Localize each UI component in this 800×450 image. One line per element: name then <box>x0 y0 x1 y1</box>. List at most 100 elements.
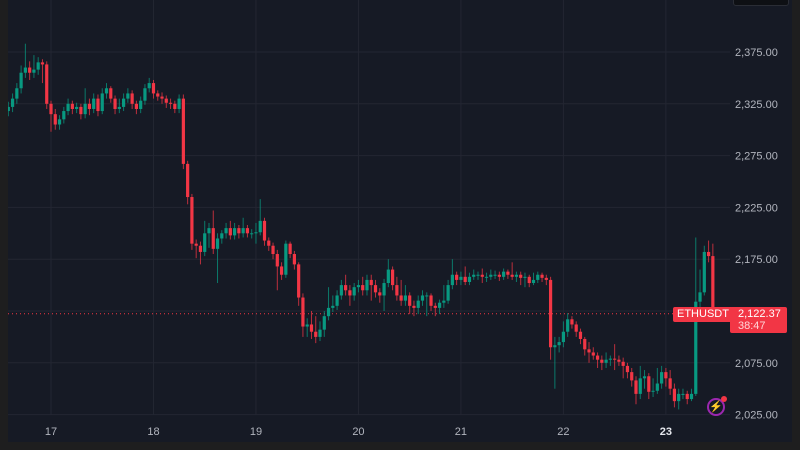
candle-down <box>173 100 177 114</box>
candle-body <box>8 106 10 112</box>
candle-body <box>493 274 497 276</box>
top-right-button[interactable] <box>733 0 789 6</box>
candle-body <box>634 380 638 394</box>
lightning-icon[interactable]: ⚡ <box>707 396 727 416</box>
candle-body <box>104 88 109 94</box>
candle-down <box>79 103 83 120</box>
candle-body <box>472 274 476 277</box>
candle-up <box>19 65 23 94</box>
candle-down <box>151 79 156 99</box>
candle-body <box>288 243 292 255</box>
candles <box>8 43 715 410</box>
candle-down <box>245 225 250 238</box>
candle-body <box>642 376 647 379</box>
candle-down <box>664 367 668 387</box>
price-tick-label: 2,075.00 <box>735 358 778 370</box>
candle-body <box>36 62 40 70</box>
candle-up <box>23 43 27 78</box>
candle-body <box>548 279 553 348</box>
candle-up <box>331 295 335 313</box>
candle-body <box>57 119 62 125</box>
candle-down <box>399 279 403 306</box>
chart-pane[interactable]: 2,375.00 2,325.00 2,275.00 2,225.00 2,175.00… <box>8 0 792 442</box>
price-axis[interactable]: 2,375.00 2,325.00 2,275.00 2,225.00 2,175.00… <box>735 47 778 422</box>
candle-up <box>655 367 659 394</box>
candle-body <box>442 300 446 303</box>
candle-down <box>647 373 651 400</box>
candle-body <box>109 88 113 99</box>
candle-body <box>536 274 540 280</box>
candle-up <box>437 299 442 315</box>
candle-body <box>544 277 548 280</box>
candle-up <box>126 88 130 103</box>
candle-body <box>361 285 365 291</box>
candle-down <box>292 250 296 270</box>
candle-down <box>301 293 305 337</box>
candle-body <box>92 98 96 109</box>
candle-body <box>425 295 429 297</box>
candle-up <box>121 93 126 112</box>
candle-down <box>314 316 318 344</box>
candle-up <box>681 388 685 400</box>
candle-down <box>373 279 378 298</box>
candle-body <box>668 378 672 389</box>
candle-up <box>100 88 104 115</box>
candle-body <box>681 393 685 395</box>
candle-down <box>408 292 412 315</box>
candle-up <box>531 272 536 286</box>
candle-down <box>587 342 591 363</box>
candle-up <box>608 355 612 366</box>
candle-up <box>241 217 245 238</box>
candle-body <box>476 274 480 276</box>
candle-body <box>284 243 288 275</box>
candle-body <box>335 295 339 306</box>
candle-down <box>668 370 672 395</box>
candle-body <box>45 64 49 104</box>
candle-body <box>437 302 442 308</box>
grid-lines <box>8 0 730 416</box>
candle-up <box>642 370 647 389</box>
candle-body <box>382 283 386 296</box>
date-tick-label: 19 <box>250 426 262 438</box>
candle-body <box>305 324 309 327</box>
candle-body <box>228 228 232 236</box>
candle-up <box>15 83 19 104</box>
time-axis[interactable]: 17 18 19 20 21 22 23 <box>45 426 672 438</box>
candle-up <box>446 279 450 304</box>
candle-body <box>386 269 390 284</box>
candle-body <box>151 83 156 94</box>
candle-up <box>484 272 489 282</box>
candle-down <box>267 237 271 251</box>
candle-body <box>630 372 634 381</box>
candle-body <box>625 365 630 373</box>
candle-up <box>689 388 694 402</box>
candle-body <box>638 378 642 394</box>
candle-up <box>403 285 408 306</box>
candle-body <box>233 228 237 236</box>
candle-body <box>23 67 27 73</box>
candle-down <box>130 90 134 109</box>
candle-up <box>514 271 519 282</box>
candle-body <box>677 393 681 402</box>
candlestick-chart[interactable]: 2,375.00 2,325.00 2,275.00 2,225.00 2,175.00… <box>8 0 792 442</box>
candle-body <box>583 338 587 350</box>
candle-body <box>561 331 565 343</box>
candle-body <box>613 358 617 360</box>
candle-body <box>254 232 258 234</box>
candle-body <box>416 300 420 308</box>
candle-up <box>638 365 642 400</box>
candle-down <box>297 262 301 306</box>
candle-down <box>621 357 625 379</box>
candle-down <box>181 94 185 170</box>
candle-down <box>672 383 677 408</box>
candle-down <box>433 302 437 317</box>
candle-down <box>156 90 160 101</box>
candle-body <box>194 243 198 246</box>
candle-body <box>267 240 271 246</box>
candle-body <box>160 96 164 99</box>
candle-body <box>502 271 506 277</box>
candle-up <box>365 274 369 296</box>
candle-body <box>365 279 369 291</box>
candle-body <box>459 276 463 280</box>
candle-down <box>190 193 194 250</box>
